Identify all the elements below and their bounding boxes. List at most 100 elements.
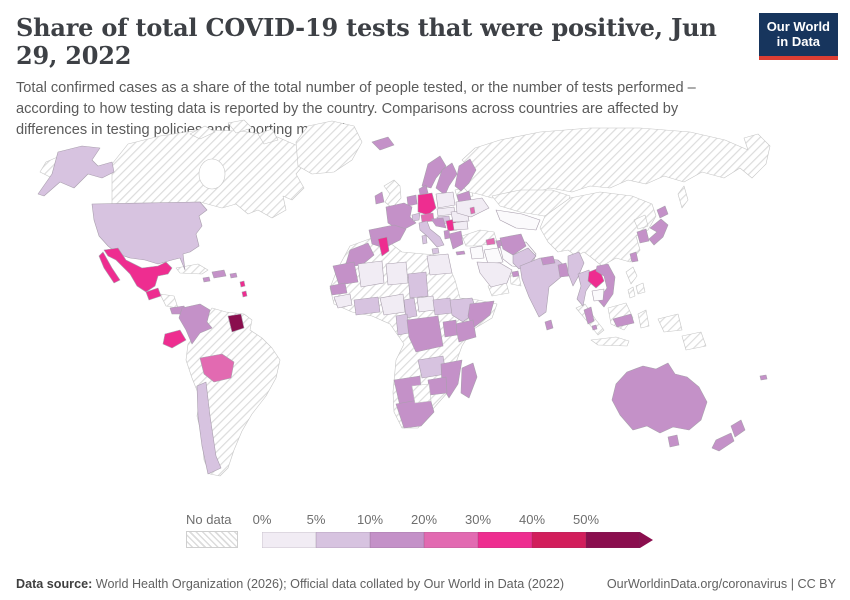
- country-central-african-republic[interactable]: [416, 295, 436, 313]
- country-honduras-nicaragua[interactable]: [159, 293, 179, 309]
- license-link[interactable]: OurWorldinData.org/coronavirus | CC BY: [606, 577, 836, 591]
- country-nigeria[interactable]: [379, 293, 406, 316]
- country-new-zealand-north[interactable]: [730, 419, 746, 438]
- country-saudi-arabia[interactable]: [476, 261, 513, 288]
- country-hispaniola[interactable]: [211, 269, 227, 279]
- country-united-kingdom[interactable]: [383, 179, 402, 209]
- country-guatemala[interactable]: [145, 287, 162, 301]
- country-chile[interactable]: [196, 381, 222, 475]
- country-china-mongolia[interactable]: [539, 191, 657, 267]
- country-ireland[interactable]: [374, 191, 385, 205]
- country-norway[interactable]: [421, 155, 447, 189]
- country-mali[interactable]: [357, 260, 385, 288]
- island-west-papua[interactable]: [657, 313, 683, 333]
- country-senegal[interactable]: [329, 282, 348, 296]
- country-lesser-antilles-2[interactable]: [241, 290, 248, 298]
- country-ecuador[interactable]: [162, 329, 187, 349]
- island-sulawesi[interactable]: [637, 309, 650, 329]
- country-cuba[interactable]: [175, 263, 209, 275]
- island-java[interactable]: [590, 336, 630, 347]
- country-russia[interactable]: [459, 127, 771, 199]
- country-poland[interactable]: [435, 191, 456, 209]
- country-benelux[interactable]: [406, 194, 418, 207]
- country-congo-gabon[interactable]: [395, 313, 410, 336]
- country-south-korea[interactable]: [636, 228, 650, 244]
- country-bulgaria[interactable]: [452, 220, 469, 231]
- country-afghanistan[interactable]: [499, 233, 527, 256]
- country-philippines-west[interactable]: [627, 286, 636, 299]
- country-cambodia[interactable]: [591, 288, 605, 302]
- country-botswana[interactable]: [411, 383, 432, 404]
- country-zimbabwe[interactable]: [427, 376, 448, 396]
- country-ghana-ivory-coast[interactable]: [353, 296, 381, 316]
- country-croatia-slovenia[interactable]: [430, 217, 447, 229]
- country-somalia[interactable]: [467, 300, 495, 329]
- island-tasmania[interactable]: [667, 434, 680, 448]
- country-north-korea[interactable]: [633, 214, 649, 230]
- legend-segment-30-40[interactable]: [478, 532, 532, 548]
- country-denmark[interactable]: [418, 184, 429, 196]
- country-mexico[interactable]: [103, 247, 173, 293]
- country-singapore[interactable]: [591, 324, 598, 331]
- legend-segment-5-10[interactable]: [316, 532, 370, 548]
- country-egypt[interactable]: [426, 253, 453, 276]
- country-new-zealand-south[interactable]: [711, 432, 735, 452]
- legend-segment-0-5[interactable]: [262, 532, 316, 548]
- country-levant[interactable]: [469, 245, 485, 260]
- country-myanmar[interactable]: [567, 251, 585, 287]
- country-mexico-baja[interactable]: [98, 251, 121, 284]
- country-japan-hokkaido[interactable]: [656, 205, 669, 219]
- country-malaysia-east[interactable]: [612, 313, 635, 328]
- country-drc[interactable]: [406, 315, 444, 353]
- country-lesser-antilles-1[interactable]: [239, 280, 246, 288]
- country-uganda[interactable]: [442, 319, 458, 338]
- country-puerto-rico[interactable]: [229, 272, 238, 279]
- island-sicily[interactable]: [431, 247, 440, 255]
- country-philippines[interactable]: [625, 266, 638, 285]
- country-greenland[interactable]: [295, 120, 363, 175]
- country-cameroon[interactable]: [403, 297, 418, 319]
- country-madagascar[interactable]: [460, 362, 478, 399]
- country-sri-lanka[interactable]: [544, 319, 554, 331]
- island-crete[interactable]: [455, 250, 466, 256]
- owid-logo[interactable]: Our World in Data: [758, 13, 838, 60]
- country-kenya[interactable]: [454, 319, 477, 343]
- country-uzbekistan-turkmenistan[interactable]: [495, 209, 541, 231]
- legend-segment-10-20[interactable]: [370, 532, 424, 548]
- country-colombia[interactable]: [178, 303, 213, 345]
- legend-segment-50-plus[interactable]: [586, 532, 640, 548]
- country-japan[interactable]: [648, 218, 669, 246]
- country-australia[interactable]: [611, 362, 708, 434]
- country-georgia[interactable]: [485, 237, 496, 246]
- country-uae[interactable]: [511, 270, 520, 278]
- country-jamaica[interactable]: [202, 276, 211, 283]
- country-niger[interactable]: [385, 261, 409, 286]
- country-mauritania[interactable]: [332, 261, 359, 286]
- arctic-island-3[interactable]: [257, 128, 279, 145]
- country-philippines-south[interactable]: [635, 282, 646, 295]
- country-germany[interactable]: [417, 192, 437, 216]
- legend-no-data-swatch[interactable]: [186, 531, 238, 548]
- country-alaska[interactable]: [37, 145, 115, 197]
- arctic-island-2[interactable]: [227, 119, 253, 134]
- country-bolivia[interactable]: [199, 353, 235, 383]
- country-taiwan[interactable]: [629, 251, 639, 263]
- country-guyana[interactable]: [227, 313, 245, 333]
- legend-no-data[interactable]: No data: [186, 512, 238, 548]
- country-chad[interactable]: [407, 271, 429, 299]
- country-finland[interactable]: [454, 158, 477, 192]
- country-iraq[interactable]: [483, 247, 504, 265]
- country-vietnam[interactable]: [595, 263, 616, 308]
- country-usa[interactable]: [91, 201, 208, 271]
- legend-segment-40-50[interactable]: [532, 532, 586, 548]
- country-guinea[interactable]: [333, 293, 353, 309]
- country-moldova[interactable]: [469, 206, 476, 215]
- country-south-sudan[interactable]: [432, 297, 453, 316]
- island-sakhalin[interactable]: [677, 185, 689, 209]
- country-iceland[interactable]: [371, 136, 395, 151]
- country-fiji[interactable]: [759, 374, 768, 381]
- legend-segment-20-30[interactable]: [424, 532, 478, 548]
- country-nepal[interactable]: [540, 255, 556, 266]
- country-greece[interactable]: [448, 230, 464, 250]
- country-italy[interactable]: [418, 220, 445, 248]
